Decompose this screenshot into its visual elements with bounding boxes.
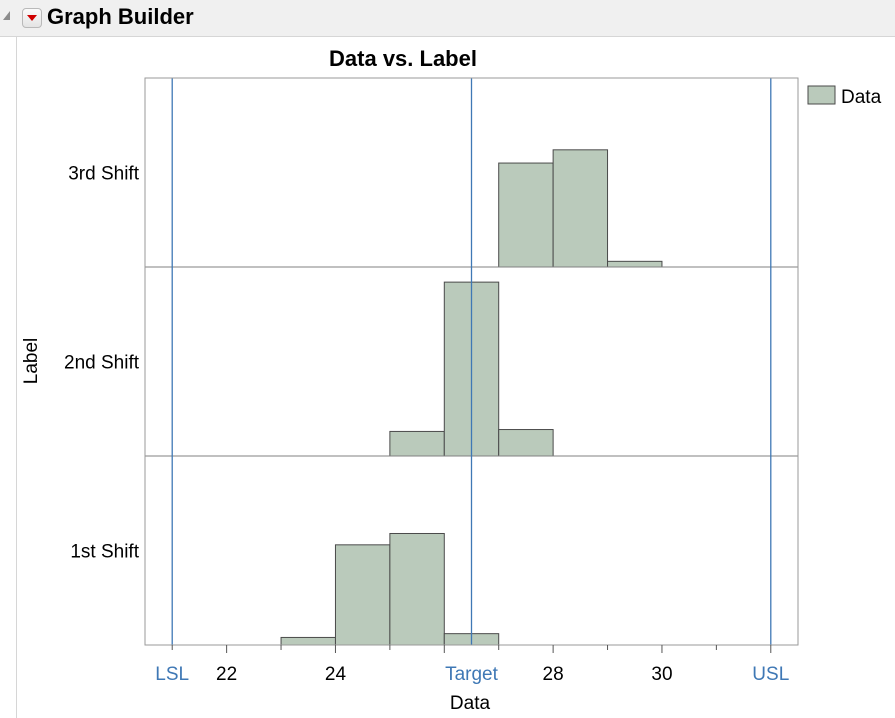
plot-frame (144, 77, 799, 646)
x-axis-label: Data (450, 693, 491, 714)
x-tick-label: 24 (325, 664, 347, 685)
red-triangle-menu-icon[interactable] (22, 8, 42, 28)
disclosure-triangle-icon[interactable] (3, 11, 10, 20)
panel-label: 2nd Shift (64, 353, 140, 374)
x-tick-label: 28 (543, 664, 564, 685)
panel-label: 3rd Shift (68, 164, 139, 185)
reference-line-label: Target (445, 664, 499, 685)
histogram-bar (389, 532, 445, 646)
legend-label[interactable]: Data (841, 87, 882, 108)
histogram-bar (389, 430, 445, 457)
legend-swatch (807, 85, 836, 105)
window-title: Graph Builder (47, 4, 194, 29)
histogram-bar (607, 260, 663, 268)
x-tick-label: 22 (216, 664, 237, 685)
reference-line-label: LSL (155, 664, 189, 685)
histogram-bar (552, 149, 609, 268)
reference-line-label: USL (752, 664, 789, 685)
histogram-bar (334, 544, 391, 646)
x-axis: LSL Target USL 22 24 28 30 (155, 645, 789, 685)
graph-builder-header: Graph Builder (0, 0, 895, 37)
outline-rule (16, 36, 17, 718)
legend: Data (807, 85, 882, 108)
histogram-bar (498, 162, 554, 268)
x-tick-label: 30 (651, 664, 672, 685)
panel-label: 1st Shift (70, 542, 139, 563)
histogram-bar (280, 636, 336, 646)
y-axis-label: Label (21, 338, 42, 385)
histogram-bar (498, 429, 554, 457)
chart-title: Data vs. Label (329, 46, 477, 71)
reference-lines (171, 78, 772, 645)
chart-panels: 3rd Shift 2nd Shift 1st Shift (64, 149, 798, 646)
